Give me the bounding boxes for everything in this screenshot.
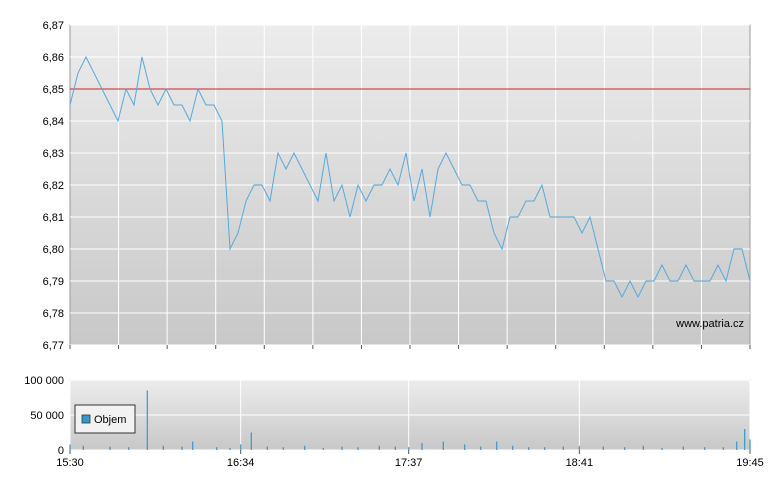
legend-swatch [81, 414, 91, 424]
volume-x-tick-label: 17:37 [395, 457, 423, 469]
volume-bar [229, 447, 231, 450]
volume-bar [512, 445, 514, 450]
volume-y-axis: 100 000 50 000 0 [24, 375, 64, 457]
volume-bar [82, 445, 84, 450]
legend-label: Objem [94, 414, 126, 426]
volume-bar [266, 446, 268, 450]
volume-bar [736, 441, 738, 450]
volume-x-tick-label: 19:45 [736, 457, 764, 469]
volume-x-tick-label: 15:30 [56, 457, 84, 469]
volume-legend: Objem [74, 404, 136, 434]
volume-bar [496, 441, 498, 450]
price-y-tick-label: 6,78 [43, 308, 64, 320]
volume-bar [442, 441, 444, 450]
price-y-tick-label: 6,84 [43, 116, 64, 128]
price-y-tick-label: 6,81 [43, 212, 64, 224]
volume-bar [480, 446, 482, 450]
price-y-tick-label: 6,82 [43, 180, 64, 192]
volume-bar [722, 447, 724, 450]
volume-bar [544, 447, 546, 450]
price-y-tick-label: 6,87 [43, 20, 64, 32]
volume-bar [216, 447, 218, 450]
volume-bar [146, 390, 148, 450]
volume-bar [192, 441, 194, 450]
volume-bar [304, 445, 306, 450]
volume-bar [240, 444, 242, 450]
volume-bars [69, 390, 751, 450]
volume-bar [578, 445, 580, 450]
price-y-tick-label: 6,80 [43, 244, 64, 256]
volume-x-tick-label: 16:34 [227, 457, 255, 469]
volume-panel: 100 000 50 000 0 15:30 16:34 17:37 18:41 19:45… [24, 375, 764, 469]
price-panel: 6,87 6,86 6,85 6,84 6,83 6,82 6,81 6,80 6,79 6,78… [43, 20, 751, 352]
volume-bar [528, 447, 530, 450]
volume-bar [282, 447, 284, 450]
volume-bar [642, 445, 644, 450]
volume-bar [744, 429, 746, 450]
price-grid [70, 24, 750, 346]
price-y-axis: 6,87 6,86 6,85 6,84 6,83 6,82 6,81 6,80 6,79 6,78… [43, 20, 64, 352]
volume-bar [69, 444, 71, 450]
price-y-tick-label: 6,85 [43, 84, 64, 96]
volume-grid [69, 379, 751, 451]
volume-bar [162, 445, 164, 450]
volume-bar [109, 446, 111, 450]
volume-bar [250, 432, 252, 450]
volume-bar [357, 447, 359, 450]
price-y-tick-label: 6,83 [43, 148, 64, 160]
volume-bar [341, 446, 343, 450]
volume-bar [421, 443, 423, 450]
volume-bar [704, 447, 706, 450]
volume-bar [624, 447, 626, 450]
volume-y-tick-label: 100 000 [24, 375, 64, 387]
volume-y-tick-label: 50 000 [30, 410, 64, 422]
volume-bar [661, 447, 663, 450]
volume-bar [408, 447, 410, 450]
volume-x-axis: 15:30 16:34 17:37 18:41 19:45 [56, 450, 764, 469]
volume-bar [749, 439, 751, 450]
volume-bar [128, 447, 130, 450]
volume-bar [181, 446, 183, 450]
volume-bar [322, 447, 324, 450]
volume-bar [394, 446, 396, 450]
volume-y-tick-label: 0 [58, 445, 64, 457]
price-x-ticks [69, 345, 751, 349]
price-y-tick-label: 6,77 [43, 340, 64, 352]
volume-bar [602, 446, 604, 450]
volume-bar [682, 446, 684, 450]
price-series-line [69, 55, 751, 299]
watermark-text: www.patria.cz [675, 318, 744, 330]
volume-bar [562, 446, 564, 450]
price-y-tick-label: 6,86 [43, 52, 64, 64]
volume-bar [464, 444, 466, 450]
price-y-tick-label: 6,79 [43, 276, 64, 288]
volume-bar [378, 445, 380, 450]
volume-x-tick-label: 18:41 [566, 457, 594, 469]
